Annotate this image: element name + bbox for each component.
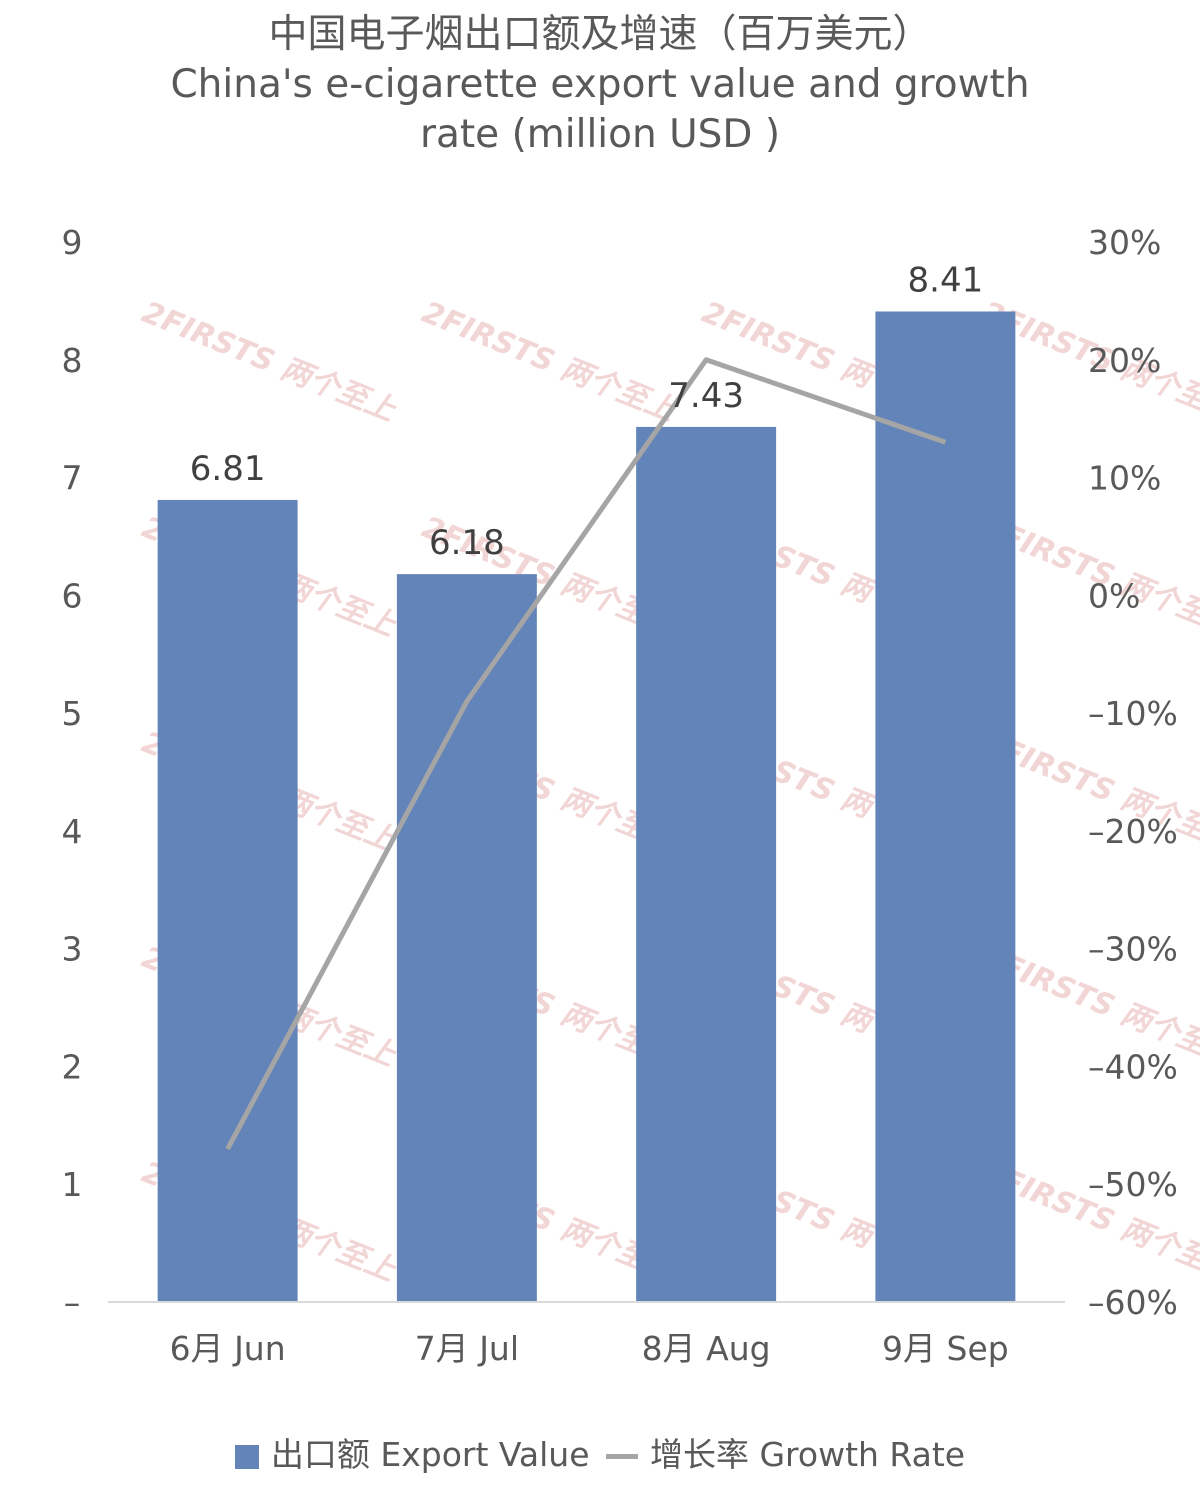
watermark-text: 2FIRSTS 两个至上: [137, 295, 401, 429]
bar-1: [396, 574, 537, 1302]
left-tick-label: 1: [62, 1165, 83, 1204]
left-tick-label: 8: [62, 341, 83, 380]
right-tick-label: –50%: [1088, 1165, 1178, 1204]
bar-2: [636, 426, 777, 1302]
left-tick-label: 5: [62, 694, 83, 733]
growth-line: [225, 357, 947, 1151]
growth-line-series: [225, 357, 947, 1151]
category-label: 6月 Jun: [170, 1329, 286, 1368]
title-line-en-2: rate (million USD ): [419, 112, 781, 157]
watermark-text: 2FIRSTS 两个至上: [417, 295, 681, 429]
left-tick-label: 9: [62, 223, 83, 262]
bar-3: [875, 311, 1016, 1302]
left-tick-label: 7: [62, 459, 83, 498]
left-tick-label: 4: [62, 812, 83, 851]
title-line-en-1: China's e-cigarette export value and gro…: [170, 62, 1030, 107]
legend-label-export: 出口额 Export Value: [270, 1435, 590, 1474]
bar-series: [157, 311, 1016, 1302]
right-tick-label: –20%: [1088, 812, 1178, 851]
right-tick-label: 0%: [1088, 576, 1140, 615]
right-tick-label: –30%: [1088, 930, 1178, 969]
right-tick-label: 30%: [1088, 223, 1161, 262]
legend-line-swatch: [606, 1454, 638, 1459]
bar-value-label: 6.81: [190, 449, 266, 489]
right-tick-label: 20%: [1088, 341, 1161, 380]
legend-item-export: 出口额 Export Value: [234, 1428, 590, 1476]
legend-item-growth: 增长率 Growth Rate: [600, 1428, 965, 1476]
left-axis-ticks: – 1 2 3 4 5 6 7 8 9: [62, 223, 83, 1322]
bar-value-label: 6.18: [429, 523, 505, 563]
bar-value-label: 8.41: [908, 260, 984, 300]
bar-0: [157, 499, 298, 1302]
right-tick-label: –10%: [1088, 694, 1178, 733]
category-label: 9月 Sep: [882, 1329, 1009, 1368]
left-tick-label: 2: [62, 1047, 83, 1086]
chart-area: 2FIRSTS 两个至上 2FIRSTS 两个至上 2FIRSTS 两个至上 2FIR…: [62, 223, 1200, 1368]
right-tick-label: 10%: [1088, 459, 1161, 498]
right-tick-label: –60%: [1088, 1283, 1178, 1322]
bar-data-labels: 6.81 6.18 7.43 8.41: [190, 260, 983, 563]
legend: 出口额 Export Value 增长率 Growth Rate: [0, 1428, 1200, 1476]
left-tick-label: 3: [62, 930, 83, 969]
right-tick-label: –40%: [1088, 1047, 1178, 1086]
chart-title: 中国电子烟出口额及增速（百万美元） China's e-cigarette ex…: [0, 10, 1200, 160]
bar-value-label: 7.43: [668, 376, 744, 416]
left-tick-label: –: [64, 1283, 81, 1322]
title-line-zh: 中国电子烟出口额及增速（百万美元）: [268, 12, 932, 57]
category-label: 7月 Jul: [415, 1329, 519, 1368]
left-tick-label: 6: [62, 576, 83, 615]
category-label: 8月 Aug: [642, 1329, 771, 1368]
legend-bar-swatch: [234, 1444, 259, 1469]
right-axis-ticks: –60% –50% –40% –30% –20% –10% 0% 10% 20% 30%: [1088, 223, 1178, 1322]
legend-label-growth: 增长率 Growth Rate: [650, 1435, 966, 1474]
category-labels: 6月 Jun 7月 Jul 8月 Aug 9月 Sep: [170, 1329, 1009, 1368]
